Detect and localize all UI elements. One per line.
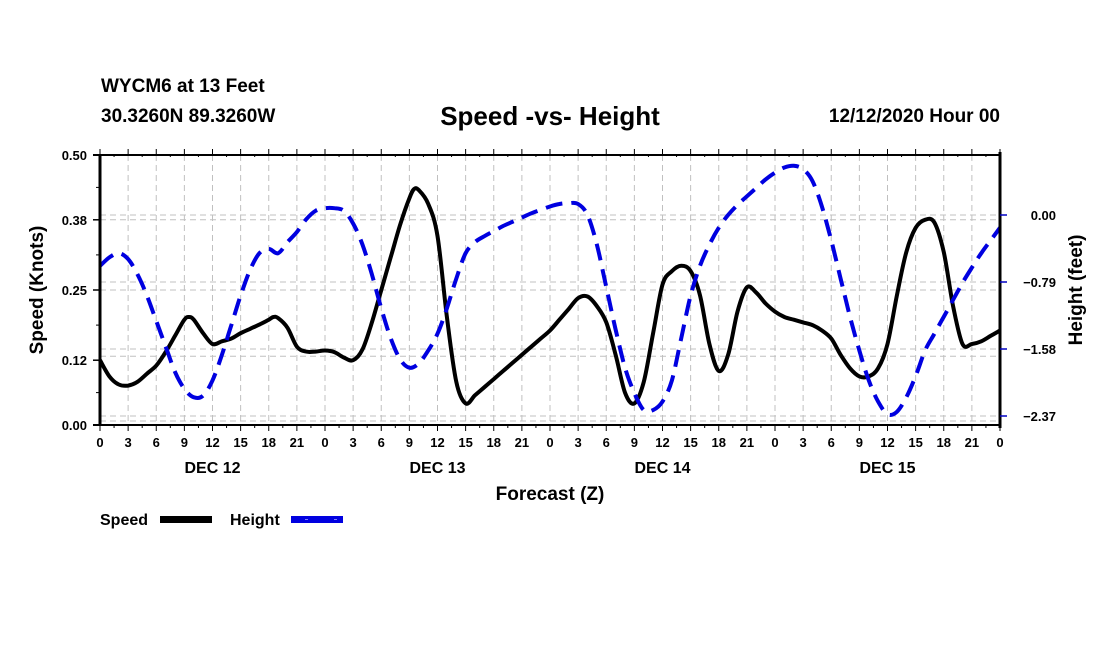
x-tick-label: 3	[125, 435, 132, 450]
y-axis-title: Speed (Knots)	[27, 226, 48, 355]
x-tick-label: 0	[771, 435, 778, 450]
forecast-run-label: 12/12/2020 Hour 00	[828, 106, 1000, 127]
x-tick-label: 3	[800, 435, 807, 450]
x-tick-label: 18	[937, 435, 951, 450]
x-tick-label: 12	[880, 435, 894, 450]
x-tick-label: 0	[996, 435, 1003, 450]
legend-height-label: Height	[230, 512, 280, 529]
chart-title: Speed -vs- Height	[440, 101, 660, 131]
x-tick-label: 6	[828, 435, 835, 450]
x-day-label: DEC 14	[634, 460, 690, 477]
x-tick-label: 21	[965, 435, 979, 450]
x-tick-label: 9	[856, 435, 863, 450]
y2-tick-label: 0.00	[1031, 208, 1056, 223]
series-line-speed	[98, 186, 1001, 406]
x-tick-label: 9	[631, 435, 638, 450]
x-tick-label: 21	[740, 435, 754, 450]
coordinates-label: 30.3260N 89.3260W	[101, 106, 276, 127]
legend: Speed Height	[100, 512, 343, 529]
series-group	[98, 163, 1002, 418]
x-tick-label: 3	[350, 435, 357, 450]
legend-speed-swatch	[160, 516, 212, 523]
axes	[93, 149, 1007, 431]
x-tick-label: 6	[378, 435, 385, 450]
x-tick-label: 15	[683, 435, 697, 450]
x-day-label: DEC 12	[184, 460, 240, 477]
chart-title-wrap: Speed -vs- Height	[0, 101, 1100, 132]
x-tick-label: 12	[205, 435, 219, 450]
x-day-label: DEC 15	[859, 460, 915, 477]
y-tick-label: 0.25	[62, 283, 87, 298]
y2-tick-label: −0.79	[1023, 275, 1056, 290]
y2-tick-label: −2.37	[1023, 409, 1056, 424]
y-tick-label: 0.12	[62, 353, 87, 368]
x-tick-label: 0	[96, 435, 103, 450]
x-tick-label: 9	[406, 435, 413, 450]
y2-tick-label: −1.58	[1023, 342, 1056, 357]
x-tick-label: 0	[321, 435, 328, 450]
x-day-label: DEC 13	[409, 460, 465, 477]
tick-labels: 0 3 6 9 12 15 18 21 0 3 6 9 12 15 18 21 0 3 6 9 12 15 18 21 0 3 6 9…	[62, 148, 1056, 477]
x-tick-label: 21	[290, 435, 304, 450]
x-tick-label: 12	[655, 435, 669, 450]
y-tick-label: 0.50	[62, 148, 87, 163]
x-tick-label: 0	[546, 435, 553, 450]
x-tick-label: 3	[575, 435, 582, 450]
x-tick-label: 15	[908, 435, 922, 450]
x-tick-label: 18	[712, 435, 726, 450]
x-tick-label: 15	[233, 435, 247, 450]
grid	[100, 155, 1000, 425]
series-line-height	[98, 163, 1002, 418]
x-tick-label: 6	[153, 435, 160, 450]
legend-speed-label: Speed	[100, 512, 148, 529]
x-axis-title: Forecast (Z)	[496, 484, 605, 505]
x-tick-label: 18	[487, 435, 501, 450]
x-tick-label: 18	[262, 435, 276, 450]
y-tick-label: 0.38	[62, 213, 87, 228]
x-tick-label: 9	[181, 435, 188, 450]
x-tick-label: 6	[603, 435, 610, 450]
legend-height-swatch	[291, 516, 343, 523]
y2-axis-title: Height (feet)	[1066, 235, 1087, 346]
y-tick-label: 0.00	[62, 418, 87, 433]
x-tick-label: 12	[430, 435, 444, 450]
x-tick-label: 21	[515, 435, 529, 450]
station-label: WYCM6 at 13 Feet	[101, 76, 265, 97]
x-tick-label: 15	[458, 435, 472, 450]
